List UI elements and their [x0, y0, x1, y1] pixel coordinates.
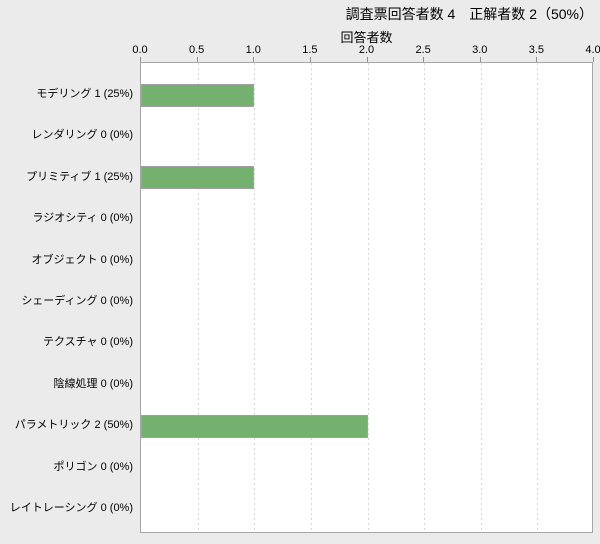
tick-label-3.5: 3.5	[528, 44, 545, 56]
bar-0	[141, 84, 254, 107]
category-label-6: テクスチャ 0 (0%)	[42, 336, 133, 348]
gridline-0.5	[198, 63, 199, 532]
category-label-8: パラメトリック 2 (50%)	[14, 419, 133, 431]
gridline-2.5	[424, 63, 425, 532]
category-label-0: モデリング 1 (25%)	[36, 88, 133, 100]
tick-label-2.0: 2.0	[358, 44, 375, 56]
xaxis-label: 回答者数	[340, 30, 393, 45]
tick-label-3.0: 3.0	[472, 44, 488, 56]
category-label-4: オブジェクト 0 (0%)	[31, 254, 133, 266]
tick-mark-4.0	[593, 57, 594, 62]
tick-label-1.0: 1.0	[245, 44, 261, 56]
gridline-1.0	[254, 63, 255, 532]
tick-mark-3.0	[480, 57, 481, 62]
tick-mark-2.5	[423, 57, 424, 62]
gridline-3.5	[537, 63, 538, 532]
tick-mark-0.5	[197, 57, 198, 62]
plot-area	[140, 62, 593, 533]
category-label-10: レイトレーシング 0 (0%)	[9, 502, 133, 514]
bar-8	[141, 415, 368, 438]
tick-label-1.5: 1.5	[302, 44, 318, 56]
category-label-1: レンダリング 0 (0%)	[31, 129, 133, 141]
tick-mark-1.5	[310, 57, 311, 62]
category-label-2: プリミティブ 1 (25%)	[26, 171, 133, 183]
category-label-9: ポリゴン 0 (0%)	[53, 461, 133, 473]
tick-label-0.0: 0.0	[132, 44, 148, 56]
tick-mark-0.0	[140, 57, 141, 62]
category-label-3: ラジオシティ 0 (0%)	[32, 212, 133, 224]
chart-title: 調査票回答者数 4 正解者数 2（50%）	[345, 6, 593, 22]
gridline-3.0	[481, 63, 482, 532]
tick-label-0.5: 0.5	[188, 44, 205, 56]
bar-2	[141, 166, 254, 189]
category-label-5: シェーディング 0 (0%)	[21, 295, 133, 307]
tick-label-2.5: 2.5	[415, 44, 431, 56]
tick-mark-1.0	[253, 57, 254, 62]
gridline-2.0	[368, 63, 369, 532]
tick-label-4.0: 4.0	[585, 44, 600, 56]
tick-mark-3.5	[536, 57, 537, 62]
tick-mark-2.0	[367, 57, 368, 62]
category-label-7: 陰線処理 0 (0%)	[53, 378, 133, 390]
gridline-1.5	[311, 63, 312, 532]
